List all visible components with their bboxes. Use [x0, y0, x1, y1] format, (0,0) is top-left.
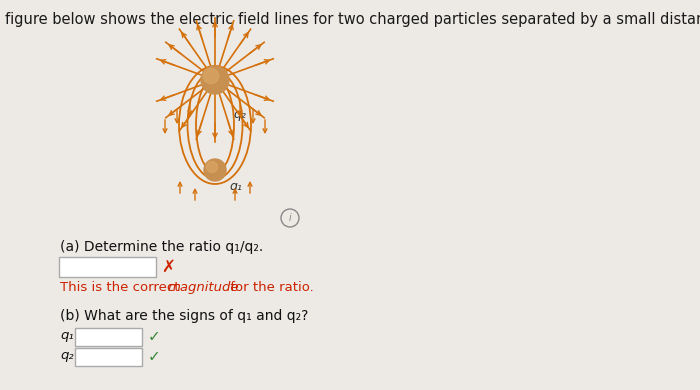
Text: The figure below shows the electric field lines for two charged particles separa: The figure below shows the electric fiel… — [0, 12, 700, 27]
Text: ✓: ✓ — [148, 330, 161, 344]
Text: positive: positive — [79, 351, 125, 363]
Text: 1/3: 1/3 — [64, 261, 85, 273]
Text: q₁: q₁ — [60, 330, 74, 342]
Text: q₂: q₂ — [60, 349, 74, 362]
Text: for the ratio.: for the ratio. — [226, 281, 314, 294]
Text: magnitude: magnitude — [168, 281, 239, 294]
Circle shape — [204, 159, 226, 181]
Circle shape — [201, 66, 229, 94]
FancyBboxPatch shape — [75, 348, 142, 366]
Circle shape — [206, 161, 218, 172]
Text: (a) Determine the ratio q₁/q₂.: (a) Determine the ratio q₁/q₂. — [60, 240, 263, 254]
Text: ✗: ✗ — [161, 258, 175, 276]
Text: v: v — [135, 352, 141, 362]
Text: This is the correct: This is the correct — [60, 281, 183, 294]
Text: negative: negative — [79, 330, 131, 344]
Text: q₂: q₂ — [233, 108, 246, 121]
Text: q₁: q₁ — [229, 180, 242, 193]
FancyBboxPatch shape — [59, 257, 156, 277]
FancyBboxPatch shape — [75, 328, 142, 346]
Text: (b) What are the signs of q₁ and q₂?: (b) What are the signs of q₁ and q₂? — [60, 309, 309, 323]
Text: ✓: ✓ — [148, 349, 161, 365]
Text: i: i — [288, 213, 291, 223]
Circle shape — [203, 68, 218, 84]
Text: v: v — [135, 332, 141, 342]
